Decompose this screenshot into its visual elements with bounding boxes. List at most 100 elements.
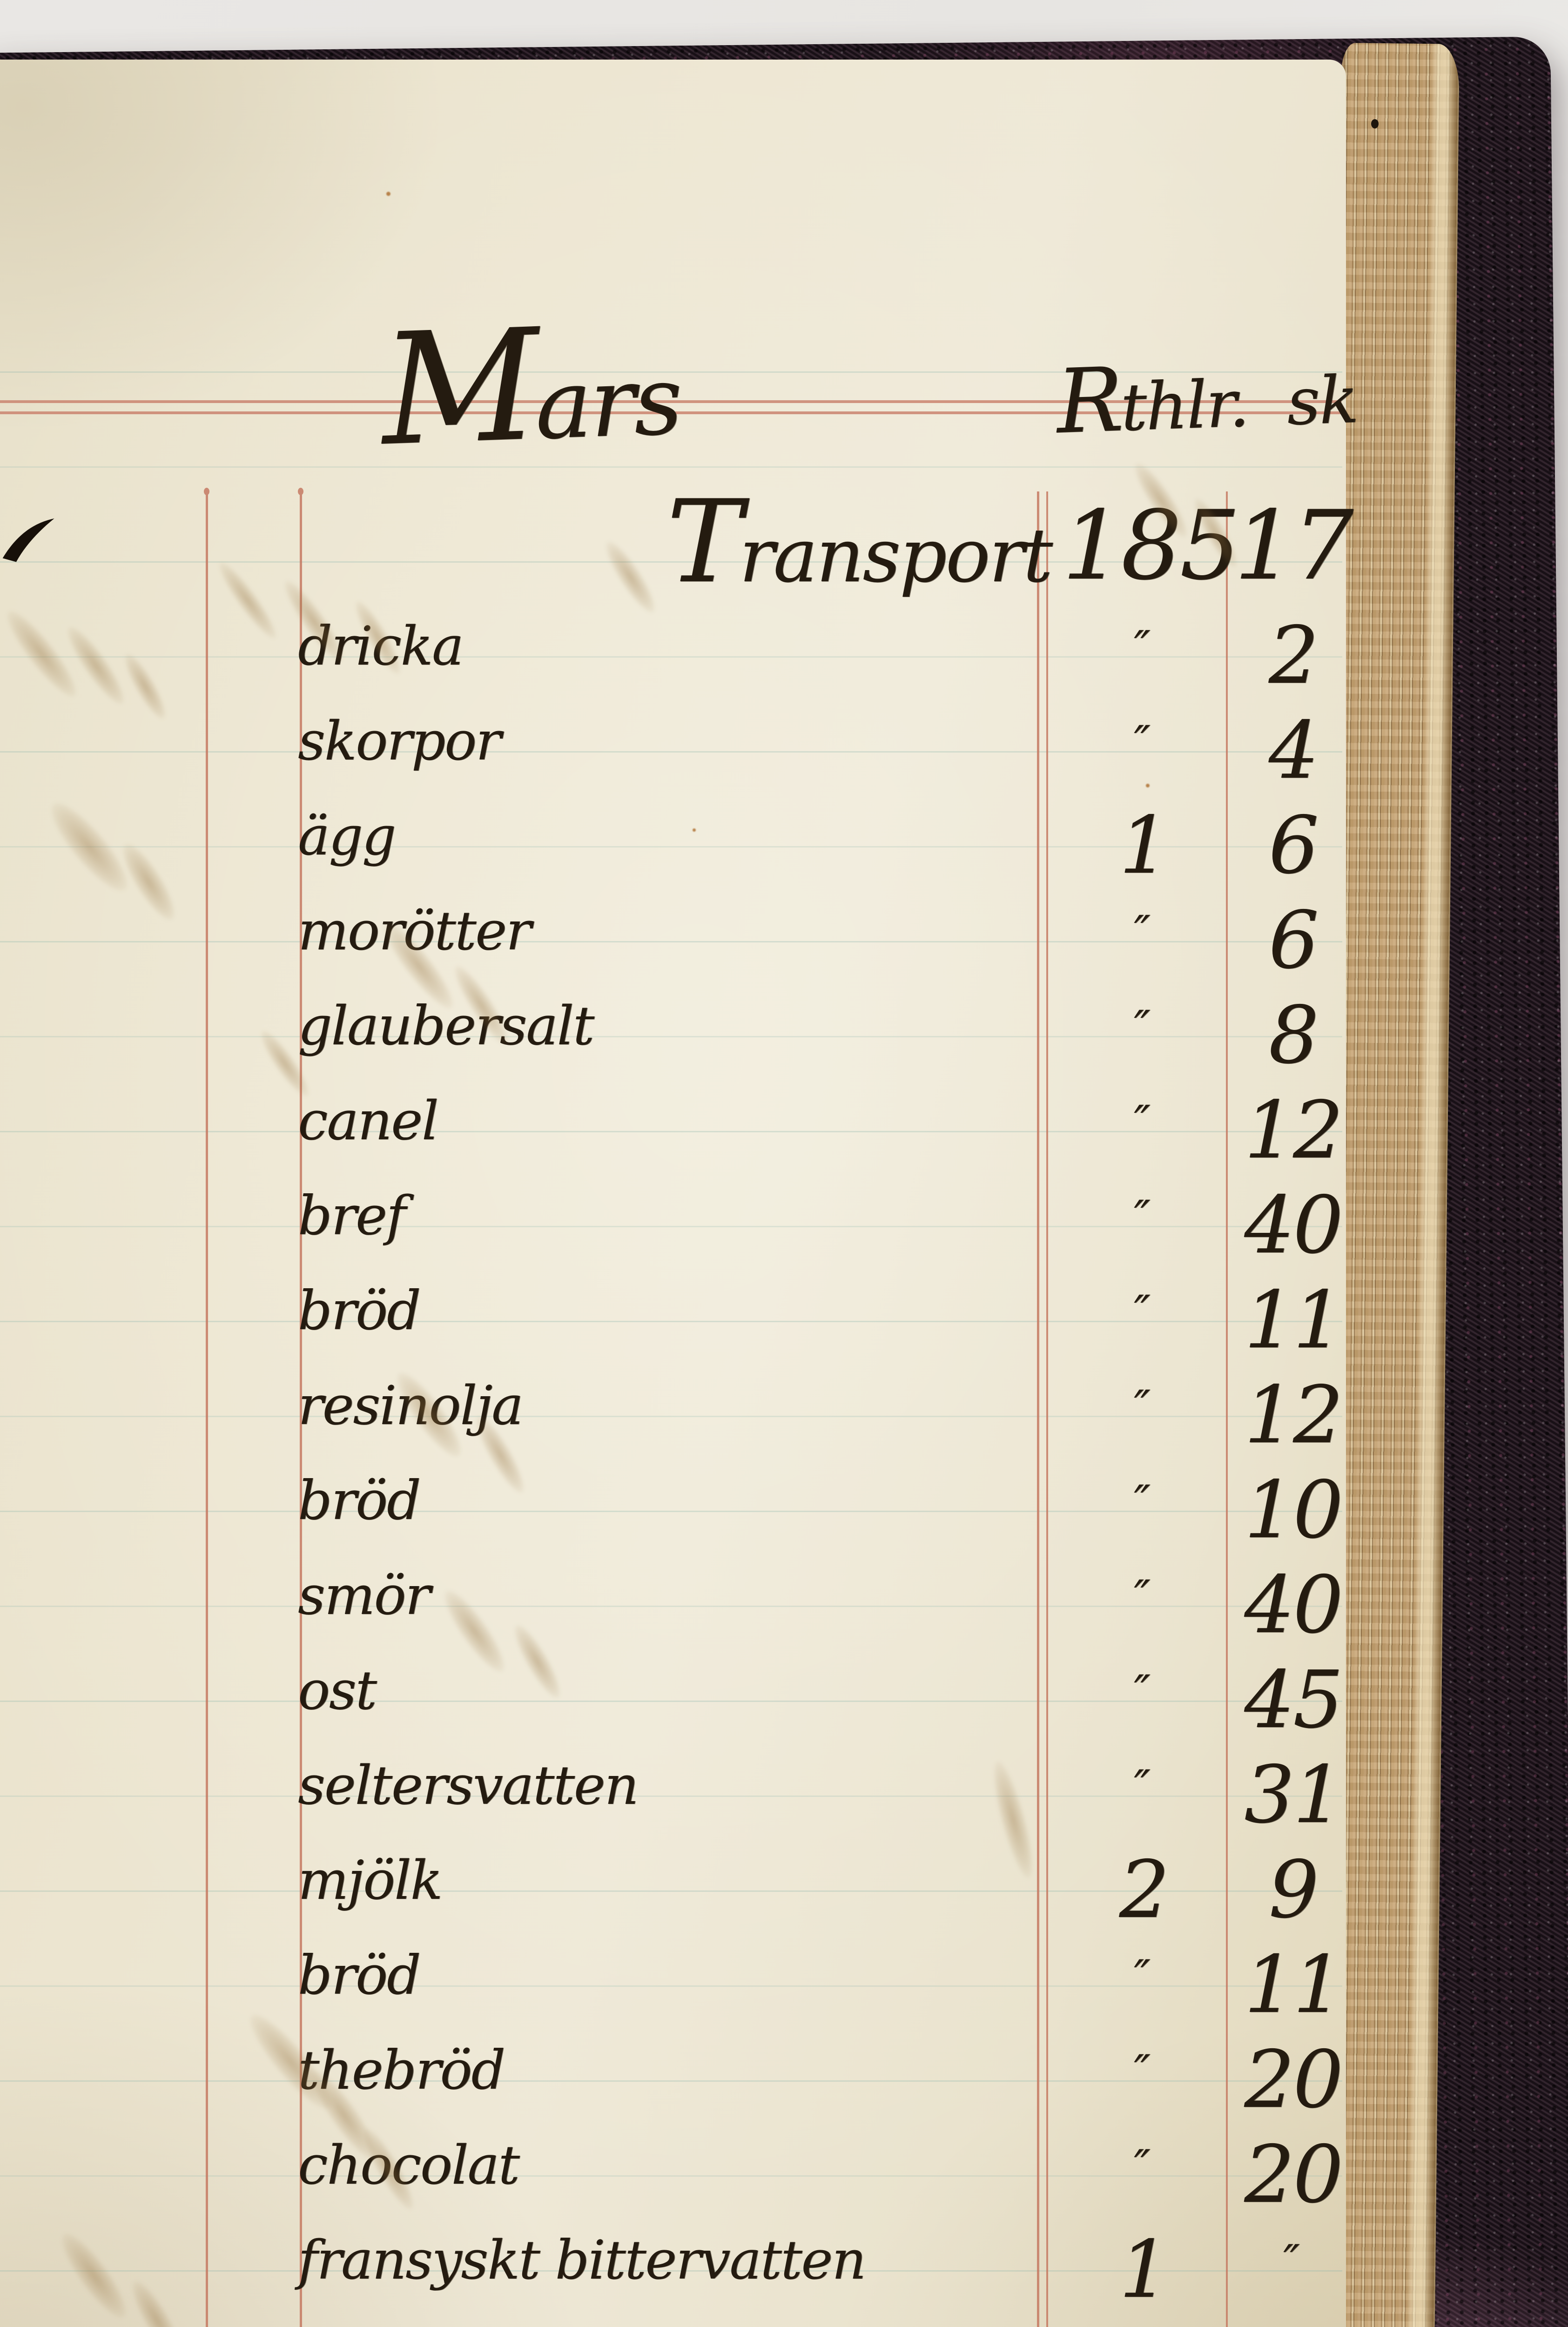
sk-value: 10 xyxy=(1244,1464,1343,1556)
ruled-line xyxy=(0,1036,1342,1037)
bleed-through-stroke xyxy=(599,536,662,618)
red-header-rule-bottom xyxy=(0,411,1341,414)
rthlr-value: ″ xyxy=(1134,1951,1153,2002)
rthlr-value: ″ xyxy=(1134,907,1153,958)
red-header-rule-top xyxy=(0,400,1341,403)
item-label: bref xyxy=(298,1185,406,1247)
item-label: ost xyxy=(298,1660,377,1722)
rthlr-value: ″ xyxy=(1134,1286,1153,1338)
sk-value: 9 xyxy=(1268,1844,1319,1936)
title-rest: ransport xyxy=(739,512,1053,599)
item-label: skorpor xyxy=(298,710,501,773)
rthlr-value: ″ xyxy=(1134,2046,1153,2097)
sk-value: 20 xyxy=(1244,2034,1343,2126)
item-label: Transport xyxy=(666,476,1053,608)
sk-value: ″ xyxy=(1283,2236,1303,2287)
item-label: canel xyxy=(298,1090,439,1152)
rthlr-value: 2 xyxy=(1119,1844,1170,1936)
ruled-line xyxy=(0,656,1342,658)
rthlr-value: ″ xyxy=(1134,1002,1153,1053)
ruled-line xyxy=(0,2270,1342,2272)
flourish-capital: R xyxy=(1055,348,1123,454)
sk-value: 12 xyxy=(1244,1369,1343,1461)
ruled-line xyxy=(0,751,1342,753)
ruled-line xyxy=(0,1796,1342,1797)
rthlr-value: 185 xyxy=(1062,491,1240,601)
item-label: seltersvatten xyxy=(298,1755,639,1817)
item-label: ägg xyxy=(298,805,396,868)
red-column-rule-2 xyxy=(298,488,303,2327)
title-rest: ars xyxy=(533,345,683,461)
fox-speck xyxy=(693,828,696,832)
bleed-through-stroke xyxy=(0,604,85,704)
bleed-through-stroke xyxy=(986,1758,1040,1882)
ruled-line xyxy=(0,1606,1342,1607)
ruled-line xyxy=(0,561,1342,563)
page-title-month: Mars xyxy=(378,291,683,480)
item-label: dricka xyxy=(298,615,464,678)
item-label: thebröd xyxy=(298,2039,505,2102)
item-label: mjölk xyxy=(298,1849,443,1912)
ruled-line xyxy=(0,1985,1342,1987)
item-label: bröd xyxy=(298,1944,421,2007)
red-column-rule-rthlr-b xyxy=(1046,491,1048,2327)
sk-value: 12 xyxy=(1244,1084,1343,1177)
bleed-through-stroke xyxy=(213,557,283,644)
ruled-line xyxy=(0,1701,1342,1702)
sk-value: 31 xyxy=(1244,1749,1343,1841)
title-rest: thlr. sk xyxy=(1119,362,1359,446)
sk-value: 11 xyxy=(1244,1274,1343,1366)
ruled-line xyxy=(0,1890,1342,1892)
sk-value: 11 xyxy=(1244,1939,1343,2031)
ruled-line xyxy=(0,941,1342,942)
ruled-line xyxy=(0,1131,1342,1132)
rthlr-value: ″ xyxy=(1134,1096,1153,1148)
item-label: bröd xyxy=(298,1470,421,1532)
fore-edge-ink-dot xyxy=(1371,119,1379,128)
red-column-rule-rthlr-a xyxy=(1037,491,1039,2327)
bleed-through-stroke xyxy=(507,1620,567,1703)
sk-value: 45 xyxy=(1244,1654,1343,1746)
ruled-line xyxy=(0,1511,1342,1512)
rthlr-value: 1 xyxy=(1119,800,1170,892)
ruled-line xyxy=(0,1321,1342,1322)
ruled-line xyxy=(0,2080,1342,2082)
flourish-capital: T xyxy=(666,476,742,608)
currency-column-header: Rthlr. sk xyxy=(1055,340,1359,454)
ruled-line xyxy=(0,1416,1342,1417)
ruled-line xyxy=(0,1226,1342,1227)
item-label: resinolja xyxy=(298,1375,524,1437)
sk-value: 6 xyxy=(1268,894,1319,987)
ink-fragment-stroke xyxy=(2,518,54,562)
rthlr-value: ″ xyxy=(1134,1476,1153,1527)
rthlr-value: ″ xyxy=(1134,1191,1153,1243)
rthlr-value: 1 xyxy=(1119,2224,1170,2316)
sk-value: 17 xyxy=(1234,491,1354,601)
sk-value: 8 xyxy=(1268,989,1319,1082)
fox-speck xyxy=(386,192,390,196)
rthlr-value: ″ xyxy=(1134,1381,1153,1433)
sk-value: 2 xyxy=(1268,610,1319,702)
ruled-line xyxy=(0,2175,1342,2177)
bleed-through-stroke xyxy=(118,649,172,724)
sk-value: 40 xyxy=(1244,1559,1343,1651)
sk-value: 20 xyxy=(1244,2129,1343,2221)
rthlr-value: ″ xyxy=(1134,1666,1153,1717)
flourish-capital: M xyxy=(378,296,538,480)
ruled-line xyxy=(0,371,1342,373)
rthlr-value: ″ xyxy=(1134,717,1153,768)
ruled-line xyxy=(0,466,1342,468)
rthlr-value: ″ xyxy=(1134,622,1153,673)
bleed-through-stroke xyxy=(436,1584,513,1679)
fox-speck xyxy=(1146,784,1150,787)
red-column-rule-1 xyxy=(204,488,209,2327)
bleed-through-stroke xyxy=(53,2226,135,2326)
sk-value: 40 xyxy=(1244,1179,1343,1271)
item-label: bröd xyxy=(298,1280,421,1342)
red-column-rule-sk xyxy=(1226,491,1228,2327)
bleed-through-stroke xyxy=(124,2276,189,2327)
item-label: fransyskt bittervatten xyxy=(298,2229,866,2292)
sk-value: 6 xyxy=(1268,800,1319,892)
sk-value: 4 xyxy=(1268,705,1319,797)
